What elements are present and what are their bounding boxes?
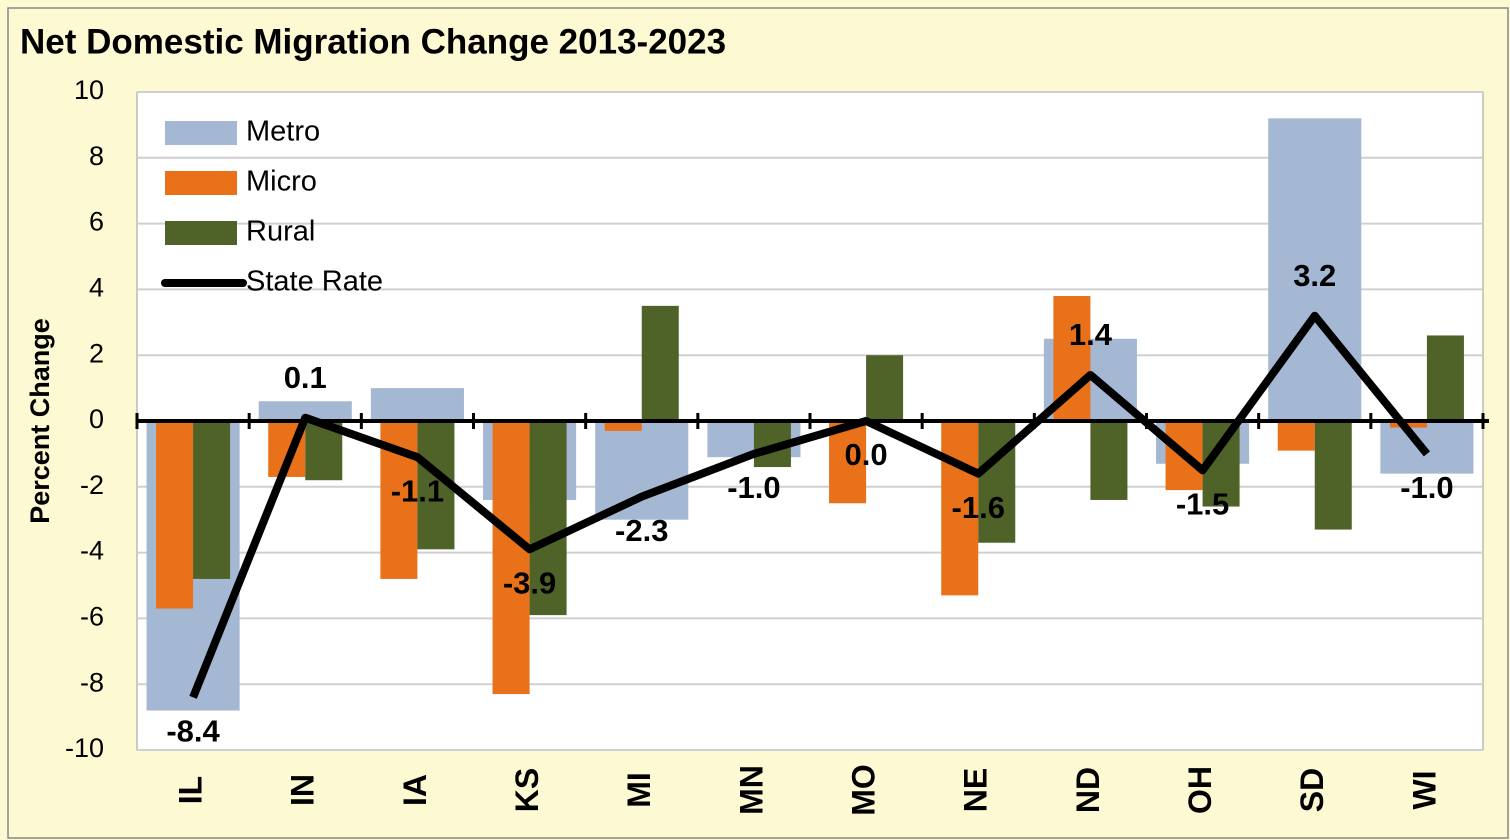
bar (604, 421, 642, 431)
bar (1389, 421, 1427, 428)
y-tick-label: 6 (89, 207, 104, 237)
legend-swatch (165, 171, 237, 195)
legend-label: State Rate (246, 266, 383, 298)
x-tick-label: IA (397, 774, 433, 806)
data-label: -1.0 (1400, 470, 1453, 505)
x-tick-label: SD (1294, 768, 1330, 812)
bar (1277, 421, 1315, 451)
x-tick-label: MI (621, 772, 657, 808)
bar (1380, 421, 1474, 474)
x-tick-label: OH (1182, 766, 1218, 814)
data-label: -1.1 (391, 473, 444, 508)
bar (641, 305, 679, 421)
x-tick-label: WI (1406, 770, 1442, 809)
data-label: 0.1 (284, 360, 327, 395)
bar (1426, 335, 1464, 421)
legend-swatch (165, 121, 237, 145)
bar (529, 421, 567, 616)
data-label: -3.9 (503, 565, 556, 600)
chart-title: Net Domestic Migration Change 2013-2023 (20, 22, 726, 61)
legend-label: Metro (246, 116, 320, 148)
legend-label: Rural (246, 216, 315, 248)
data-label: -1.6 (952, 490, 1005, 525)
bar (866, 355, 904, 421)
y-tick-label: 8 (89, 141, 104, 171)
x-tick-label: IN (285, 774, 321, 806)
data-label: 3.2 (1293, 258, 1336, 293)
y-tick-label: -2 (80, 470, 104, 500)
bar (829, 421, 867, 504)
x-tick-label: ND (1070, 767, 1106, 813)
x-tick-label: IL (173, 776, 209, 804)
legend-swatch (165, 221, 237, 245)
bar (193, 421, 231, 579)
y-tick-label: -10 (65, 733, 104, 763)
bar (258, 401, 352, 421)
y-tick-label: 2 (89, 338, 104, 368)
x-tick-label: KS (509, 768, 545, 812)
bar (1314, 421, 1352, 530)
y-axis-label: Percent Change (25, 318, 55, 524)
data-label: -1.5 (1176, 487, 1229, 522)
bar (1268, 118, 1362, 421)
y-tick-label: -6 (80, 602, 104, 632)
bar (370, 388, 464, 421)
legend-label: Micro (246, 166, 317, 198)
bar (1090, 421, 1128, 500)
y-tick-label: 0 (89, 404, 104, 434)
line-series (189, 311, 1431, 699)
bar (941, 421, 979, 596)
x-tick-label: MO (846, 764, 882, 816)
bar (595, 421, 689, 520)
bar (492, 421, 530, 695)
data-label: -2.3 (615, 513, 668, 548)
y-tick-label: 10 (74, 75, 104, 105)
y-tick-label: 4 (89, 273, 104, 303)
data-label: 0.0 (845, 437, 888, 472)
data-label: -8.4 (166, 714, 220, 749)
y-tick-label: -8 (80, 667, 104, 697)
x-tick-label: NE (958, 768, 994, 812)
data-label: 1.4 (1069, 317, 1113, 352)
x-tick-label: MN (733, 765, 769, 815)
data-label: -1.0 (727, 470, 780, 505)
bar (156, 421, 194, 609)
y-tick-label: -4 (80, 536, 104, 566)
